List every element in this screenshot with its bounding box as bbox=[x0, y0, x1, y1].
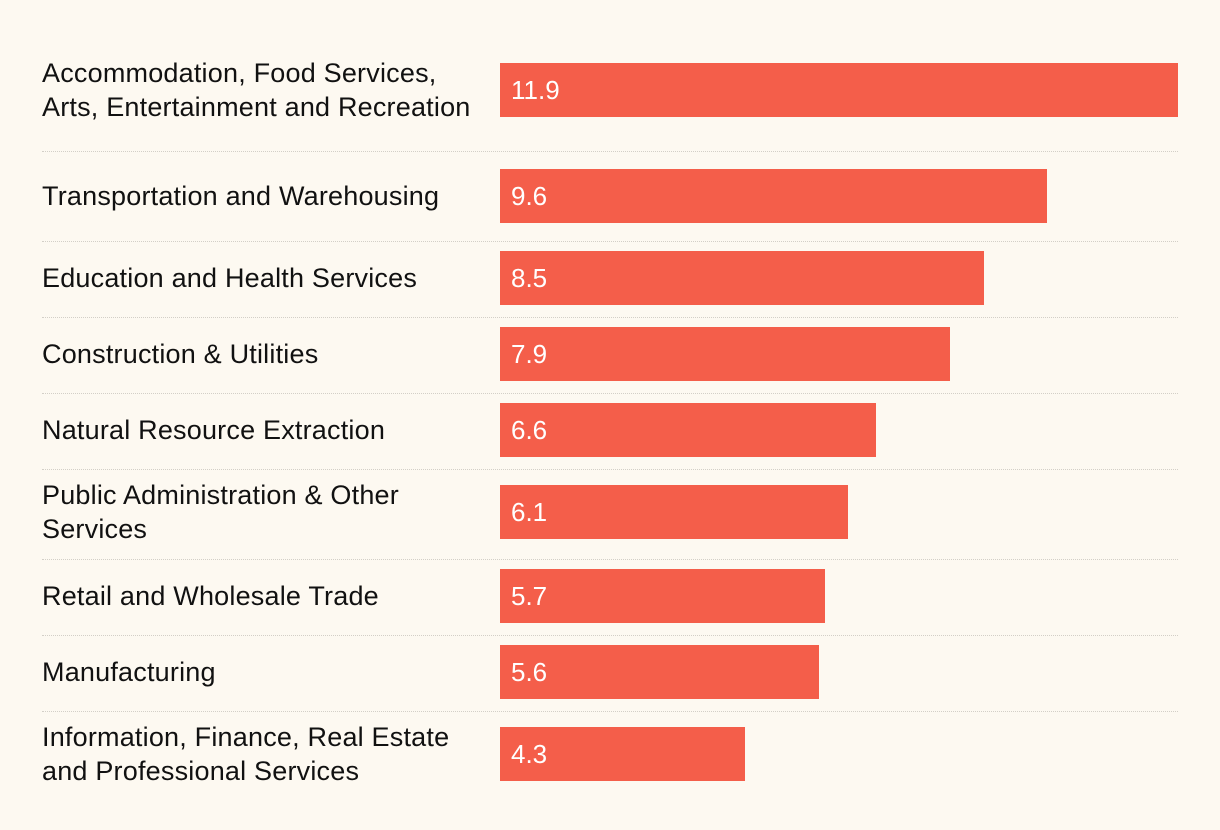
category-label: Natural Resource Extraction bbox=[42, 415, 386, 445]
category-label: Public Administration & Other Services bbox=[42, 480, 399, 544]
category-label: Manufacturing bbox=[42, 657, 216, 687]
bar-value-label: 5.6 bbox=[511, 657, 548, 687]
bar bbox=[500, 727, 745, 781]
bar-value-label: 8.5 bbox=[511, 263, 548, 293]
bar-value-label: 5.7 bbox=[511, 581, 548, 611]
row-separator bbox=[42, 151, 1178, 152]
bar bbox=[500, 63, 1178, 117]
category-label: Construction & Utilities bbox=[42, 339, 319, 369]
row-separator bbox=[42, 469, 1178, 470]
row-separator bbox=[42, 635, 1178, 636]
bar bbox=[500, 327, 951, 381]
category-label: Transportation and Warehousing bbox=[42, 181, 440, 211]
bar bbox=[500, 569, 825, 623]
category-label: Information, Finance, Real Estate and Pr… bbox=[42, 722, 450, 786]
category-label: Retail and Wholesale Trade bbox=[42, 581, 379, 611]
row-separator bbox=[42, 559, 1178, 560]
bar bbox=[500, 485, 848, 539]
category-label: Education and Health Services bbox=[42, 263, 418, 293]
bar-value-label: 6.1 bbox=[511, 497, 548, 527]
bar-value-label: 4.3 bbox=[511, 739, 548, 769]
bar bbox=[500, 403, 877, 457]
category-label: Accommodation, Food Services, Arts, Ente… bbox=[42, 58, 471, 122]
row-separator bbox=[42, 241, 1178, 242]
row-separator bbox=[42, 711, 1178, 712]
bar-value-label: 9.6 bbox=[511, 181, 548, 211]
row-separator bbox=[42, 393, 1178, 394]
bar-value-label: 7.9 bbox=[511, 339, 548, 369]
row-separator bbox=[42, 317, 1178, 318]
bar bbox=[500, 169, 1047, 223]
bar bbox=[500, 251, 985, 305]
bar-value-label: 11.9 bbox=[511, 75, 560, 105]
bar bbox=[500, 645, 820, 699]
bar-value-label: 6.6 bbox=[511, 415, 548, 445]
